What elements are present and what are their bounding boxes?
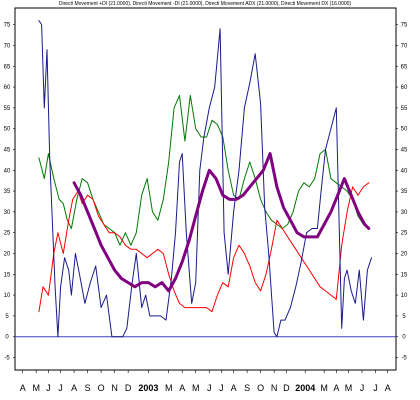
x-tick-label: A xyxy=(231,383,237,393)
y-tick-label-left: 5 xyxy=(5,314,9,320)
chart-title: Directi Movement +DI (21.0000), Directi … xyxy=(59,1,352,7)
x-tick-label: M xyxy=(345,383,353,393)
y-tick-label-right: 35 xyxy=(401,189,408,195)
x-tick-label: J xyxy=(46,383,51,393)
y-tick-label-right: 70 xyxy=(401,43,408,49)
plot-frame xyxy=(14,7,397,371)
x-tick-label: A xyxy=(333,383,339,393)
y-tick-label-right: 20 xyxy=(401,251,408,257)
x-tick-label: O xyxy=(98,383,105,393)
y-tick-label-right: -5 xyxy=(401,356,407,362)
y-tick-label-left: 70 xyxy=(4,43,11,49)
y-tick-label-right: 0 xyxy=(402,335,406,341)
y-tick-label-right: 40 xyxy=(401,168,408,174)
y-tick-label-right: 45 xyxy=(401,147,408,153)
y-tick-label-left: 15 xyxy=(4,272,11,278)
y-tick-label-left: 50 xyxy=(4,127,11,133)
x-tick-label: M xyxy=(192,383,200,393)
y-tick-label-left: 25 xyxy=(4,231,11,237)
series-line-directi-movement-dx xyxy=(38,20,372,338)
series-line-directi-movement-di xyxy=(38,94,370,246)
series-layer xyxy=(38,20,372,338)
x-tick-label: 2004 xyxy=(295,383,315,393)
x-tick-label: S xyxy=(244,383,250,393)
series-line-directi-movement-di xyxy=(38,182,370,313)
y-tick-label-left: 20 xyxy=(4,251,11,257)
x-tick-label: A xyxy=(71,383,77,393)
x-tick-label: N xyxy=(271,383,278,393)
y-tick-label-left: 40 xyxy=(4,168,11,174)
x-tick-label: N xyxy=(111,383,118,393)
series-line-directi-movement-adx xyxy=(72,152,371,293)
y-tick-label-left: 45 xyxy=(4,147,11,153)
x-tick-label: 2003 xyxy=(138,383,158,393)
y-tick-label-right: 60 xyxy=(401,85,408,91)
x-tick-label: D xyxy=(283,383,290,393)
x-tick-label: A xyxy=(179,383,185,393)
y-tick-label-left: 10 xyxy=(4,293,11,299)
y-tick-label-left: 60 xyxy=(4,85,11,91)
y-tick-label-right: 50 xyxy=(401,127,408,133)
y-tick-label-left: -5 xyxy=(4,356,10,362)
x-tick-label: M xyxy=(320,383,328,393)
y-tick-label-left: 55 xyxy=(4,106,11,112)
y-tick-label-left: 30 xyxy=(4,210,11,216)
y-tick-label-right: 65 xyxy=(401,64,408,70)
x-tick-label: J xyxy=(58,383,63,393)
y-tick-label-left: 75 xyxy=(4,23,11,29)
y-tick-label-right: 10 xyxy=(401,293,408,299)
x-tick-label: J xyxy=(207,383,212,393)
y-tick-label-right: 30 xyxy=(401,210,408,216)
y-tick-label-left: 65 xyxy=(4,64,11,70)
x-tick-label: J xyxy=(373,383,378,393)
x-tick-label: M xyxy=(32,383,40,393)
x-tick-label: M xyxy=(165,383,173,393)
x-tick-label: J xyxy=(360,383,365,393)
y-tick-label-right: 25 xyxy=(401,231,408,237)
y-tick-label-right: 5 xyxy=(402,314,406,320)
y-tick-label-right: 75 xyxy=(401,23,408,29)
x-tick-label: J xyxy=(219,383,224,393)
x-tick-label: A xyxy=(385,383,391,393)
y-tick-label-left: 35 xyxy=(4,189,11,195)
x-tick-label: A xyxy=(20,383,26,393)
y-tick-label-left: 0 xyxy=(5,335,9,341)
y-tick-label-right: 15 xyxy=(401,272,408,278)
x-tick-label: D xyxy=(125,383,132,393)
x-tick-label: O xyxy=(257,383,264,393)
y-tick-label-right: 55 xyxy=(401,106,408,112)
x-tick-label: S xyxy=(85,383,91,393)
